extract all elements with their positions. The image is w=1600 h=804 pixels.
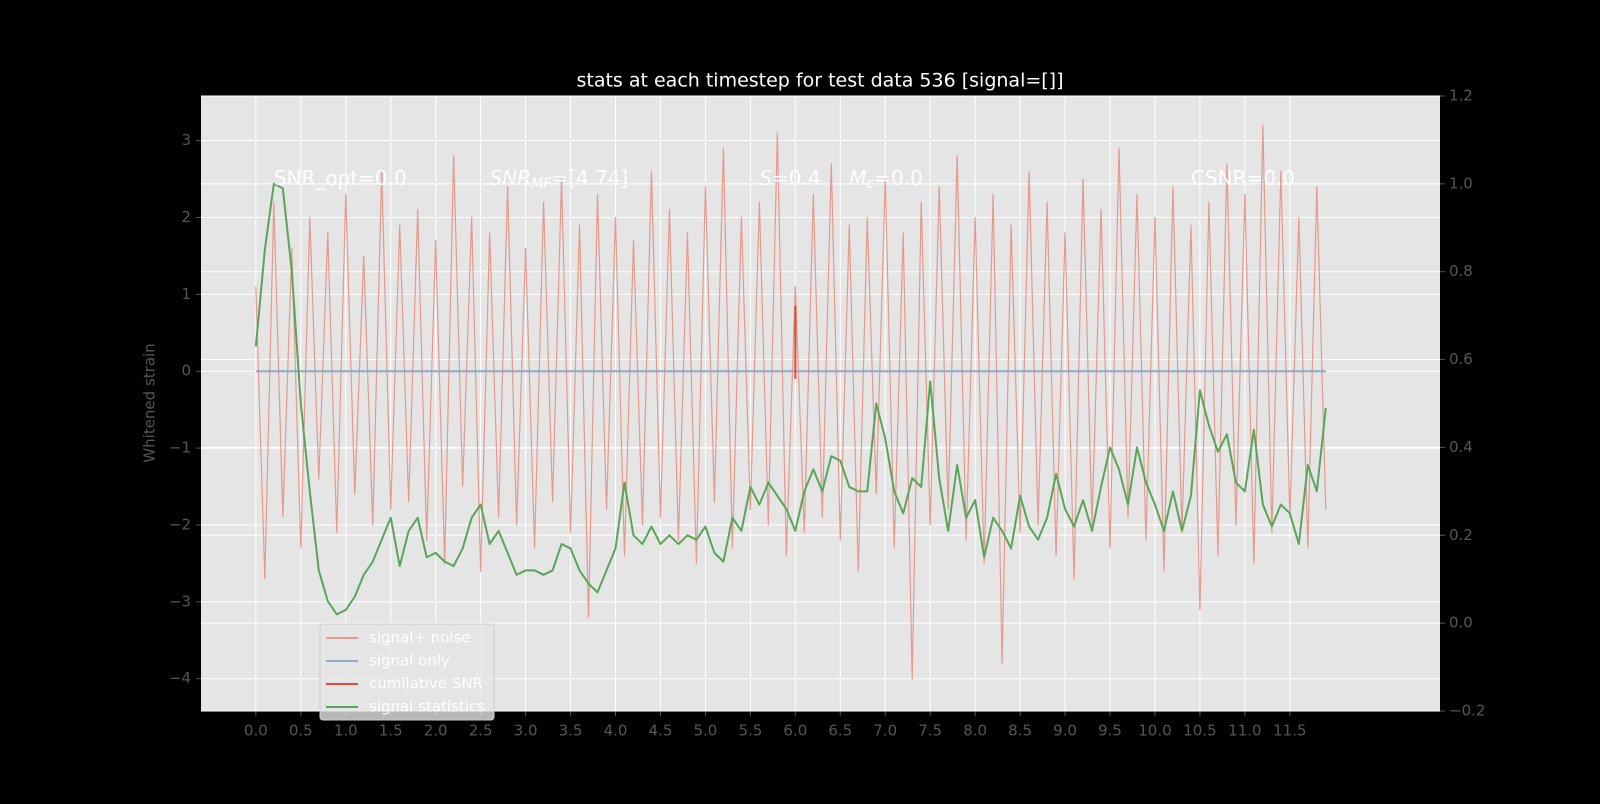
y-tick-label: −1 [169,439,191,457]
x-tick-label: 4.0 [604,722,628,740]
x-tick-label: 2.5 [469,722,493,740]
annotation-part: SNR [490,166,532,190]
x-tick-label: 11.5 [1273,722,1306,740]
y-tick-label: −4 [169,669,191,687]
y2-tick-label: 0.2 [1449,526,1473,544]
y2-tick-label: 1.0 [1449,174,1473,192]
y2-tick-label: 0.6 [1449,350,1473,368]
legend-label: signal statistics [369,698,485,716]
x-tick-label: 7.0 [873,722,897,740]
annotation: S=0.4 [759,166,820,190]
y-tick-label: 0 [181,362,191,380]
x-tick-label: 0.0 [244,722,268,740]
x-tick-label: 3.0 [514,722,538,740]
x-tick-label: 9.0 [1053,722,1077,740]
annotation: CSNR=0.0 [1191,166,1295,190]
x-tick-label: 7.5 [918,722,942,740]
x-tick-label: 2.0 [424,722,448,740]
x-tick-label: 10.0 [1138,722,1171,740]
series-line [254,182,1327,616]
y-tick-label: 1 [181,285,191,303]
x-tick-label: 10.5 [1183,722,1216,740]
annotation-part: S [759,166,772,190]
legend-label: signal+ noise [369,629,471,647]
y2-tick-label: −0.2 [1449,702,1485,720]
legend-box [319,623,495,721]
annotation-part: SNR_opt=0.0 [274,166,407,190]
legend-label: cumilative SNR [369,675,483,693]
x-tick-label: 11.0 [1228,722,1261,740]
x-tick-label: 1.0 [334,722,358,740]
y-tick-label: 3 [181,131,191,149]
annotation-part: MF [531,176,552,192]
y-tick-label: −2 [169,515,191,533]
annotation-part: =0.4 [772,166,821,190]
y-axis-label: Whitened strain [141,343,159,462]
chart-title: stats at each timestep for test data 536… [576,70,1063,92]
y2-tick-label: 0.4 [1449,438,1473,456]
annotation-part: =[4.74] [551,166,628,190]
y2-tick-label: 0.0 [1449,614,1473,632]
x-tick-label: 6.0 [783,722,807,740]
x-tick-label: 5.5 [738,722,762,740]
plot-area [201,96,1440,711]
y-tick-label: 2 [181,208,191,226]
y2-tick-label: 0.8 [1449,262,1473,280]
x-tick-label: 9.5 [1098,722,1122,740]
x-tick-label: 0.5 [289,722,313,740]
annotation-part: =0.0 [874,166,923,190]
x-tick-label: 1.5 [379,722,403,740]
annotation-part: M [849,166,866,190]
annotation: SNRMF=[4.74] [490,166,629,193]
x-tick-label: 5.0 [693,722,717,740]
legend-label: signal only [369,652,450,670]
x-tick-label: 4.5 [649,722,673,740]
y-tick-label: −3 [169,592,191,610]
x-tick-label: 8.5 [1008,722,1032,740]
annotation: SNR_opt=0.0 [274,166,407,190]
y2-tick-label: 1.2 [1449,87,1473,105]
annotation: Mc=0.0 [849,166,923,193]
x-tick-label: 8.0 [963,722,987,740]
annotation-part: CSNR=0.0 [1191,166,1295,190]
annotation-part: c [867,176,875,192]
x-tick-label: 6.5 [828,722,852,740]
x-tick-label: 3.5 [559,722,583,740]
